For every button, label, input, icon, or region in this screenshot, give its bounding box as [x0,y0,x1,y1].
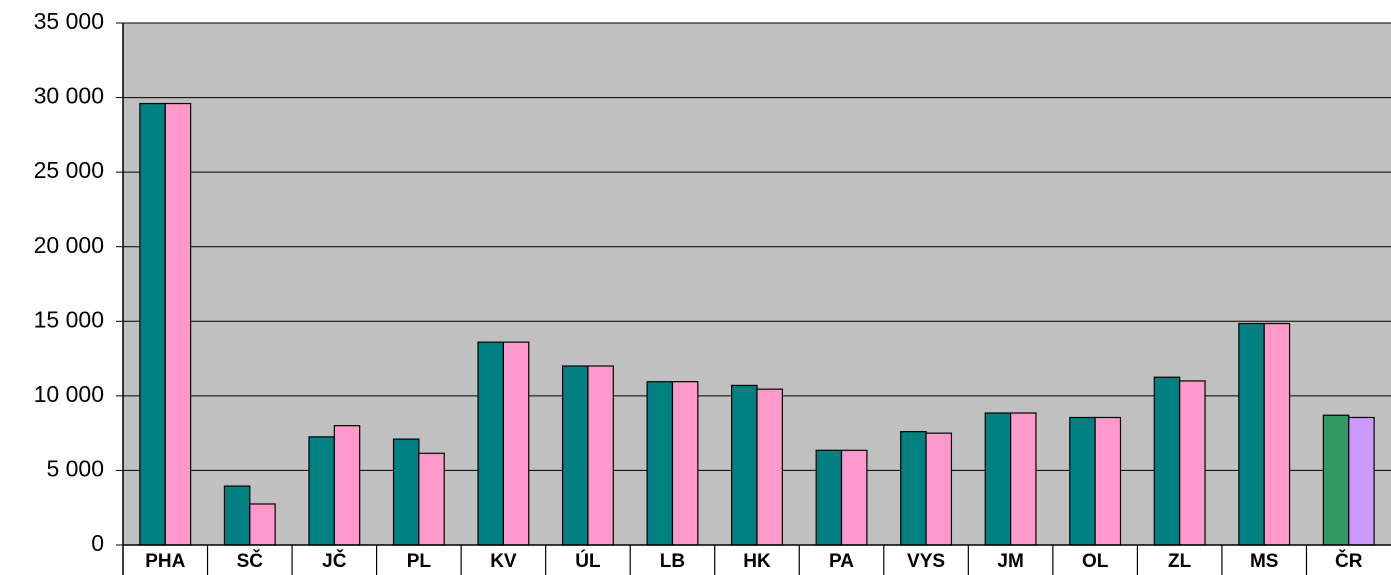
x-tick-label: MS [1250,551,1279,572]
x-tick-label: JM [997,551,1023,572]
bar [308,436,335,546]
x-tick-label: PA [829,551,854,572]
x-tick-label: JČ [322,550,347,572]
y-tick-label: 0 [91,530,104,556]
bar [1238,322,1265,546]
x-tick-label: KV [490,551,517,572]
bar [731,384,758,546]
bar [1069,416,1096,546]
bar [900,431,927,546]
bar [1179,380,1206,546]
y-tick-label: 35 000 [34,8,104,34]
x-tick-label: PL [407,551,432,572]
x-tick-label: LB [660,551,685,572]
bar [646,381,674,546]
bar [815,449,843,546]
bar [392,438,420,546]
x-tick-label: OL [1082,551,1109,572]
x-tick-label: SČ [237,550,264,572]
bar [333,425,361,546]
bar [1153,376,1181,546]
bar [164,102,192,546]
x-tick-label: HK [743,551,771,572]
bar [671,381,699,546]
x-tick-label: PHA [145,551,185,572]
bar [418,452,445,546]
bar [223,485,251,546]
y-tick-label: 15 000 [34,306,104,332]
bar [1094,416,1122,546]
bar [477,341,505,546]
bar [984,412,1012,546]
bar [249,503,276,546]
bar [502,341,530,546]
x-tick-label: ČR [1335,550,1363,572]
bar [139,102,166,546]
y-tick-label: 5 000 [46,456,104,482]
bar [1348,416,1375,546]
x-tick-label: ZL [1168,551,1192,572]
x-tick-label: ÚL [575,550,601,572]
y-tick-label: 10 000 [34,381,104,407]
x-tick-label: VYS [907,551,945,572]
bar [756,388,783,546]
bar [1009,412,1037,546]
bar [587,365,614,546]
bar [1322,414,1350,546]
bar [840,449,868,546]
bar [925,432,953,546]
y-tick-label: 20 000 [34,232,104,258]
y-tick-label: 30 000 [34,83,104,109]
bar [1263,322,1291,546]
y-tick-label: 25 000 [34,157,104,183]
bar [561,365,589,546]
